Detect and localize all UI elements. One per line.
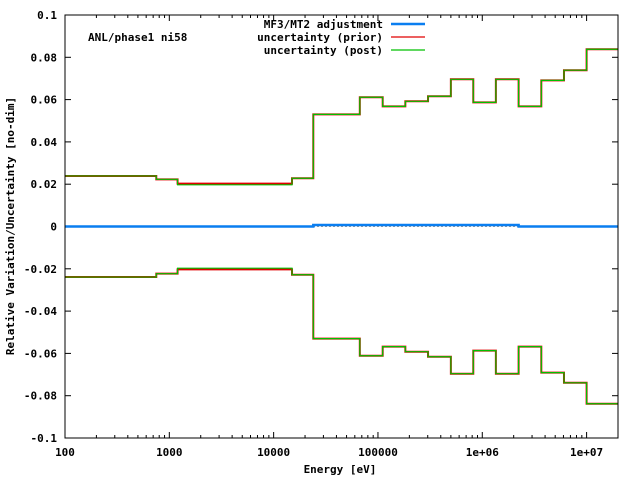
legend-label: MF3/MT2 adjustment [264,18,383,31]
legend-label: uncertainty (post) [264,44,383,57]
x-axis-label: Energy [eV] [304,463,377,476]
y-tick-label: -0.04 [24,305,57,318]
x-tick-label: 100 [55,446,75,459]
adjustment-line [65,223,618,228]
annotation: ANL/phase1 ni58 [88,31,187,44]
y-tick-label: 0.1 [37,9,57,22]
x-tick-label: 1e+07 [570,446,603,459]
y-tick-label: -0.08 [24,390,57,403]
y-axis-label: Relative Variation/Uncertainty [no-dim] [4,97,17,355]
y-tick-label: 0.06 [31,94,58,107]
prior-uncertainty-line [65,48,618,185]
prior-uncertainty-line [65,268,618,405]
y-tick-label: -0.06 [24,347,57,360]
x-tick-label: 1e+06 [466,446,499,459]
y-tick-label: 0.04 [31,136,58,149]
post-uncertainty-line [65,48,618,186]
plot-frame [64,14,619,439]
x-tick-label: 100000 [358,446,398,459]
y-tick-label: -0.1 [31,432,58,445]
y-tick-label: 0.02 [31,178,58,191]
y-tick-label: -0.02 [24,263,57,276]
post-uncertainty-line [65,267,618,405]
y-tick-label: 0 [50,221,57,234]
y-tick-label: 0.08 [31,51,58,64]
x-tick-label: 10000 [257,446,290,459]
legend-label: uncertainty (prior) [257,31,383,44]
x-tick-label: 1000 [156,446,183,459]
